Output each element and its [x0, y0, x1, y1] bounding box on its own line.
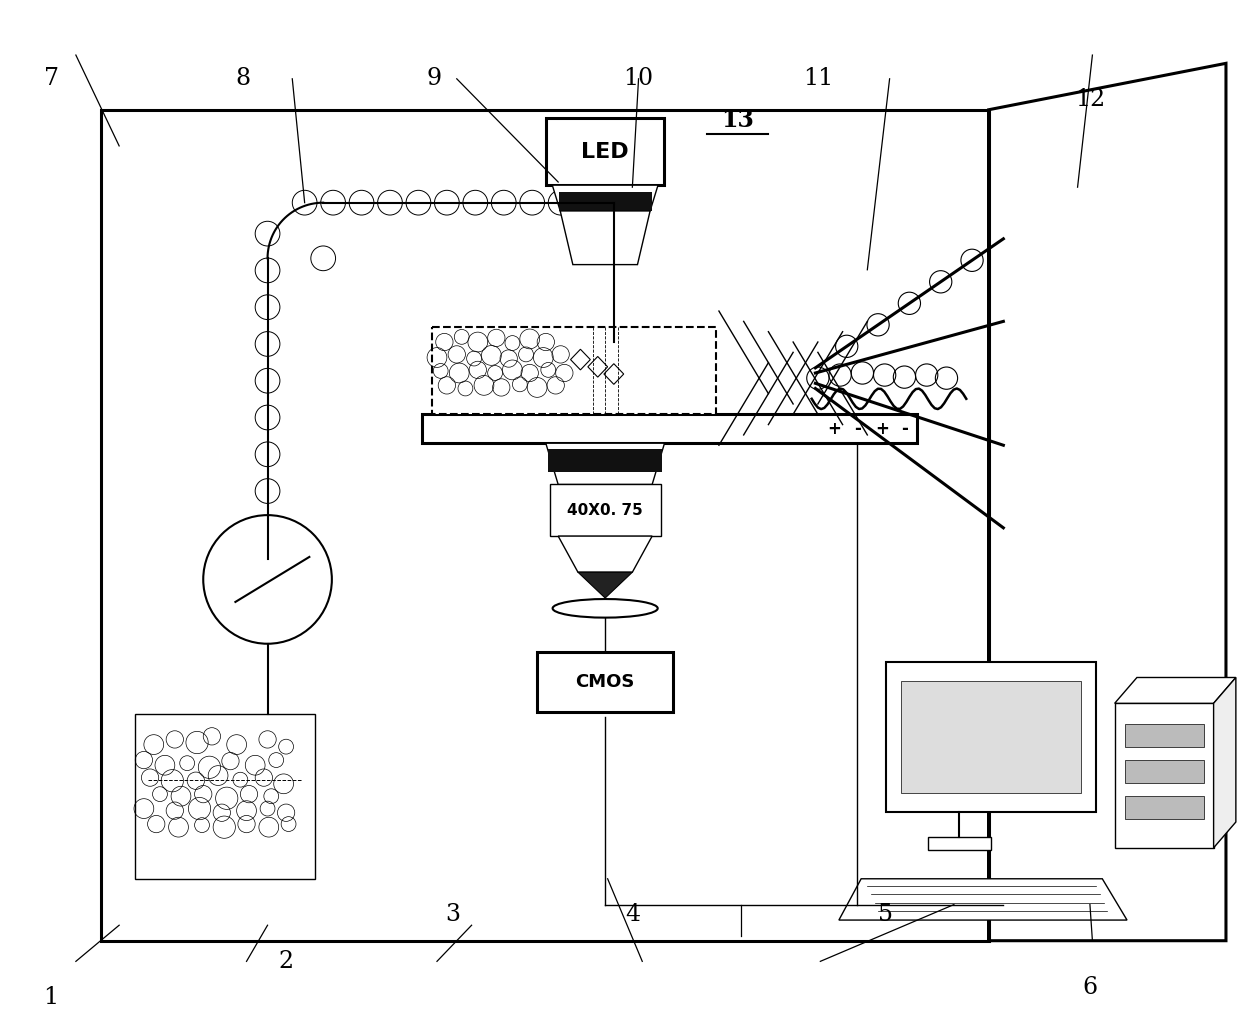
Polygon shape — [552, 185, 658, 211]
Bar — [1125, 796, 1204, 819]
Text: 1: 1 — [43, 986, 58, 1009]
Text: 5: 5 — [878, 904, 893, 926]
Bar — [1115, 704, 1214, 848]
Bar — [1125, 723, 1204, 746]
Text: -: - — [854, 420, 861, 438]
Bar — [135, 713, 315, 879]
Bar — [1125, 760, 1204, 782]
Bar — [547, 118, 663, 185]
Bar — [537, 652, 673, 711]
Text: -: - — [901, 420, 908, 438]
Text: 7: 7 — [43, 67, 58, 90]
Bar — [885, 662, 1096, 811]
Bar — [590, 357, 620, 414]
Bar — [559, 193, 652, 211]
Text: CMOS: CMOS — [575, 673, 635, 690]
Polygon shape — [839, 879, 1127, 920]
Text: +: + — [827, 420, 841, 438]
Text: 2: 2 — [279, 950, 294, 973]
Polygon shape — [1115, 678, 1236, 704]
Bar — [548, 449, 662, 472]
Polygon shape — [558, 536, 652, 572]
Text: 40X0. 75: 40X0. 75 — [567, 503, 644, 518]
Bar — [900, 681, 1081, 793]
Bar — [928, 837, 991, 850]
Text: 3: 3 — [445, 904, 460, 926]
Polygon shape — [578, 572, 632, 598]
Ellipse shape — [553, 599, 657, 618]
Text: 9: 9 — [427, 67, 443, 90]
Text: 13: 13 — [720, 108, 754, 132]
Text: 11: 11 — [802, 67, 833, 90]
Text: +: + — [875, 420, 889, 438]
Text: LED: LED — [582, 142, 629, 161]
Bar — [549, 484, 661, 536]
Text: 8: 8 — [236, 67, 250, 90]
Text: 12: 12 — [1075, 88, 1105, 111]
Circle shape — [203, 515, 332, 644]
Text: 4: 4 — [625, 904, 640, 926]
Bar — [432, 326, 717, 414]
Polygon shape — [560, 211, 650, 265]
Text: 10: 10 — [624, 67, 653, 90]
Text: 6: 6 — [1083, 976, 1097, 999]
Bar — [422, 414, 916, 443]
Polygon shape — [1214, 678, 1236, 848]
Polygon shape — [546, 443, 665, 484]
